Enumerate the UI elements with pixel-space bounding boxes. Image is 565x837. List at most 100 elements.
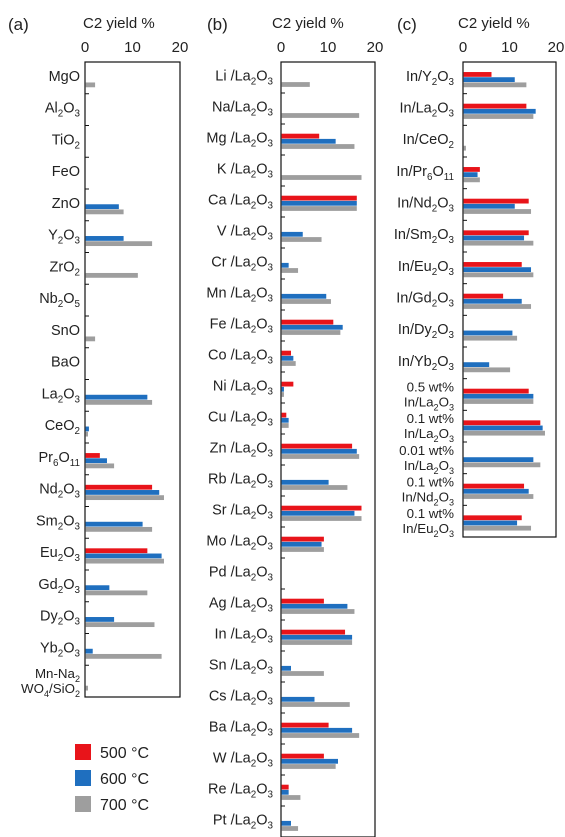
bar-700c (85, 241, 153, 247)
category-label: Rb /La2O3 (208, 472, 274, 491)
category-label: In/La2O3 (404, 458, 454, 476)
bar-600c (463, 108, 536, 114)
category-label: Cu /La2O3 (208, 410, 274, 429)
bar-700c (85, 82, 96, 88)
bar-700c (463, 304, 532, 309)
bar-700c (85, 336, 96, 342)
bar-700c (85, 209, 124, 215)
bar-600c (463, 172, 478, 178)
bar-600c (463, 393, 534, 399)
category-label: K /La2O3 (217, 162, 274, 181)
plot-frame (462, 61, 557, 538)
category-label: BaO (51, 355, 80, 371)
category-label: Al2O3 (45, 101, 81, 120)
bar-700c (281, 392, 284, 397)
category-label: In/CeO2 (403, 132, 454, 151)
bar-700c (281, 640, 353, 645)
category-label: Co /La2O3 (208, 348, 274, 367)
category-label: Sn /La2O3 (209, 658, 274, 677)
bar-700c (85, 495, 164, 501)
bar-600c (281, 727, 353, 733)
category-label: Nb2O5 (39, 291, 80, 310)
bar-700c (281, 764, 336, 769)
bar-700c (281, 144, 355, 149)
bar-600c (85, 648, 93, 654)
bar-600c (281, 293, 327, 299)
bar-700c (281, 826, 299, 831)
category-label: 0.5 wt% (407, 380, 455, 395)
bar-500c (281, 319, 334, 325)
bar-500c (85, 548, 148, 554)
bar-500c (463, 198, 529, 204)
category-label: V /La2O3 (217, 224, 274, 243)
bar-500c (281, 195, 357, 201)
plot-frame (280, 61, 376, 837)
bar-700c (281, 206, 357, 211)
category-label: In/La2O3 (404, 395, 454, 413)
bar-600c (85, 521, 143, 527)
bar-600c (85, 617, 115, 622)
category-label: In/Sm2O3 (394, 227, 455, 246)
category-label: In/Gd2O3 (396, 291, 454, 310)
x-tick-label: 10 (501, 39, 518, 56)
bar-600c (85, 426, 89, 432)
category-label: Gd2O3 (38, 577, 80, 596)
bar-700c (463, 399, 534, 404)
bar-700c (281, 795, 301, 800)
legend-swatch (75, 796, 91, 812)
category-label: W /La2O3 (213, 751, 274, 770)
category-label: Mo /La2O3 (206, 534, 273, 553)
bar-600c (281, 138, 336, 144)
legend-swatch (75, 744, 91, 760)
category-label: Ni /La2O3 (213, 379, 274, 398)
bar-700c (281, 113, 360, 118)
bar-500c (463, 420, 541, 426)
x-tick-label: 20 (548, 39, 565, 56)
category-label: In/Pr6O11 (396, 164, 454, 183)
bar-700c (463, 209, 532, 214)
bar-600c (281, 696, 315, 702)
bar-500c (85, 484, 153, 490)
chart-panel-b: (b) C2 yield % 0 10 20 Li /La2O3 Na/La2O3 Mg /L… (206, 15, 383, 837)
bar-500c (281, 505, 362, 511)
bar-500c (463, 483, 525, 489)
bar-500c (281, 629, 346, 635)
bar-500c (281, 412, 287, 418)
bar-600c (463, 330, 513, 336)
bar-700c (463, 335, 518, 341)
bar-500c (281, 350, 291, 356)
category-label: Re /La2O3 (208, 782, 274, 801)
bar-600c (463, 520, 518, 526)
bar-500c (463, 72, 492, 77)
x-tick-label: 20 (367, 39, 384, 56)
panel-label: (b) (207, 15, 228, 34)
bar-700c (281, 175, 362, 180)
legend-label: 700 °C (100, 797, 149, 814)
bar-500c (463, 515, 522, 521)
bar-700c (281, 702, 350, 707)
category-label: 0.1 wt% (407, 506, 455, 521)
bar-600c (463, 235, 525, 241)
bar-600c (85, 236, 124, 241)
legend-label: 500 °C (100, 745, 149, 762)
category-label: CeO2 (45, 418, 80, 437)
bar-500c (281, 381, 294, 387)
bar-700c (85, 622, 155, 628)
category-label: In/Nd2O3 (402, 490, 454, 508)
bar-600c (281, 758, 338, 764)
bar-500c (281, 784, 289, 790)
bar-700c (85, 431, 88, 437)
bar-600c (281, 417, 289, 423)
bar-600c (85, 394, 148, 400)
category-label: Pr6O11 (39, 450, 80, 469)
bar-700c (463, 272, 534, 278)
bar-700c (281, 733, 360, 738)
category-label: SnO (51, 323, 80, 339)
bar-700c (463, 177, 480, 183)
category-label: Ba /La2O3 (209, 720, 274, 739)
category-label: Cr /La2O3 (211, 255, 273, 274)
bar-600c (85, 458, 107, 464)
category-label: Yb2O3 (40, 640, 81, 659)
bar-600c (463, 77, 515, 83)
plot-frame (84, 61, 181, 698)
